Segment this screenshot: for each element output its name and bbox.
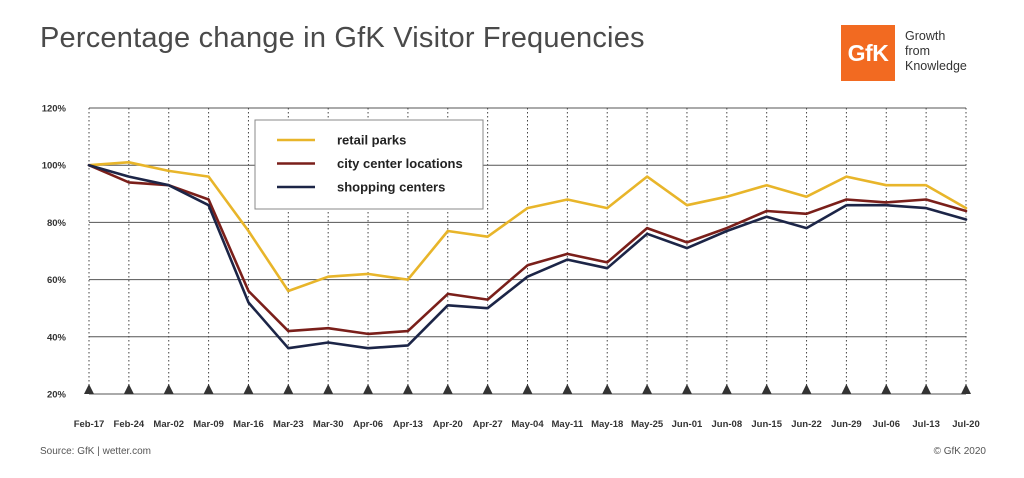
x-tick-marker: [442, 384, 453, 394]
x-tick-marker: [761, 384, 772, 394]
chart-title: Percentage change in GfK Visitor Frequen…: [40, 22, 645, 54]
legend-label: city center locations: [337, 156, 463, 171]
x-tick-marker: [482, 384, 493, 394]
x-tick-marker: [562, 384, 573, 394]
x-tick-marker: [602, 384, 613, 394]
brand-tagline: Growth from Knowledge: [905, 29, 967, 74]
x-tick-label: Jul-13: [912, 419, 939, 430]
legend-label: shopping centers: [337, 180, 445, 195]
y-tick-label: 120%: [42, 104, 67, 115]
source-note: Source: GfK | wetter.com: [40, 446, 151, 457]
x-tick-marker: [681, 384, 692, 394]
x-tick-label: Mar-09: [193, 419, 224, 430]
x-tick-label: Mar-02: [153, 419, 184, 430]
series-line-1: [87, 161, 968, 293]
copyright-note: © GfK 2020: [933, 446, 986, 457]
x-tick-marker: [881, 384, 892, 394]
x-tick-label: Jul-20: [952, 419, 979, 430]
x-tick-marker: [163, 384, 174, 394]
x-tick-marker: [203, 384, 214, 394]
x-tick-marker: [123, 384, 134, 394]
tagline-line-3: Knowledge: [905, 59, 967, 73]
x-tick-label: Jun-15: [751, 419, 782, 430]
series-line-3: [87, 163, 968, 350]
x-tick-label: Jun-22: [791, 419, 822, 430]
x-tick-marker: [363, 384, 374, 394]
tagline-line-2: from: [905, 44, 930, 58]
x-tick-marker: [84, 384, 94, 394]
x-tick-label: Mar-16: [233, 419, 264, 430]
x-tick-label: May-25: [631, 419, 664, 430]
x-tick-label: Apr-13: [393, 419, 423, 430]
x-tick-label: Mar-23: [273, 419, 304, 430]
x-tick-label: Apr-06: [353, 419, 383, 430]
y-tick-label: 100%: [42, 161, 67, 172]
x-tick-label: Feb-17: [74, 419, 105, 430]
x-tick-label: May-04: [511, 419, 544, 430]
x-tick-marker: [721, 384, 732, 394]
x-tick-label: May-11: [552, 419, 584, 430]
legend-label: retail parks: [337, 133, 406, 148]
x-tick-marker: [921, 384, 932, 394]
x-tick-marker: [801, 384, 812, 394]
x-tick-label: Feb-24: [114, 419, 145, 430]
x-tick-label: May-18: [591, 419, 623, 430]
x-tick-marker: [642, 384, 653, 394]
series-line-2: [87, 163, 968, 336]
tagline-line-1: Growth: [905, 29, 946, 43]
x-tick-label: Mar-30: [313, 419, 344, 430]
y-tick-label: 20%: [47, 390, 67, 401]
x-tick-marker: [243, 384, 254, 394]
x-tick-marker: [841, 384, 852, 394]
x-tick-marker: [323, 384, 334, 394]
y-tick-label: 80%: [47, 218, 67, 229]
x-tick-label: Jun-01: [672, 419, 703, 430]
y-tick-label: 40%: [47, 332, 67, 343]
x-tick-label: Jul-06: [873, 419, 900, 430]
x-tick-marker: [522, 384, 533, 394]
x-tick-marker: [283, 384, 294, 394]
x-tick-marker: [961, 384, 971, 394]
x-tick-marker: [402, 384, 413, 394]
gfk-logo: GfK: [841, 25, 895, 81]
x-tick-label: Jun-29: [831, 419, 862, 430]
gfk-brand: GfK Growth from Knowledge: [841, 25, 991, 85]
x-tick-label: Apr-20: [433, 419, 463, 430]
y-tick-label: 60%: [47, 275, 67, 286]
x-tick-label: Jun-08: [712, 419, 743, 430]
x-tick-label: Apr-27: [473, 419, 503, 430]
